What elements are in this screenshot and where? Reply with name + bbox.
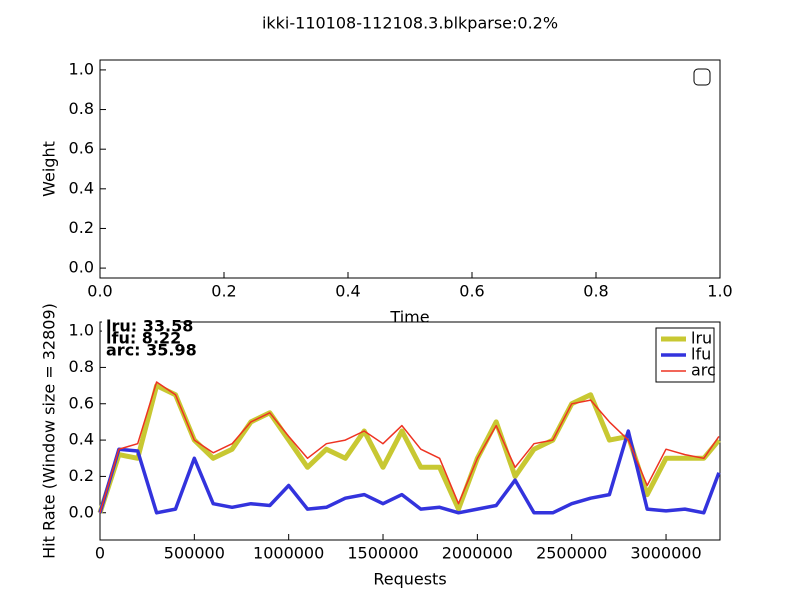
x-tick-label: 3000000: [630, 544, 701, 563]
y-axis-label: Weight: [40, 141, 59, 197]
annotation: lfu: 8.22: [106, 329, 181, 348]
chart-title: ikki-110108-112108.3.blkparse:0.2%: [262, 14, 558, 33]
plot-frame: [99, 321, 721, 541]
x-tick-label: 0.0: [87, 282, 112, 301]
legend-label: arc: [691, 361, 716, 380]
legend-box: [693, 68, 711, 86]
y-tick-label: 0.4: [69, 430, 94, 449]
y-tick-label: 0.4: [69, 178, 94, 197]
y-tick-label: 0.8: [69, 99, 94, 118]
y-tick-label: 0.0: [69, 502, 94, 521]
y-tick-label: 0.2: [69, 218, 94, 237]
x-tick-label: 0.6: [459, 282, 484, 301]
legend-label: lru: [691, 329, 712, 348]
x-tick-label: 1000000: [253, 544, 324, 563]
y-tick-label: 1.0: [69, 59, 94, 78]
x-tick-label: 2500000: [536, 544, 607, 563]
y-tick-label: 0.2: [69, 466, 94, 485]
x-tick-label: 500000: [164, 544, 225, 563]
x-axis-label: Requests: [373, 570, 446, 589]
series-line: [99, 381, 720, 514]
annotation-box: [102, 320, 180, 358]
y-tick-label: 1.0: [69, 321, 94, 340]
annotation: arc: 35.98: [106, 341, 197, 360]
plot-frame: [99, 59, 721, 279]
legend-label: lfu: [691, 345, 711, 364]
x-tick-label: 0: [95, 544, 105, 563]
annotation: lru: 33.58: [106, 317, 193, 336]
y-axis-label: Hit Rate (Window size = 32809): [40, 303, 59, 559]
y-tick-label: 0.6: [69, 393, 94, 412]
x-tick-label: 0.4: [335, 282, 360, 301]
y-tick-label: 0.8: [69, 357, 94, 376]
x-tick-label: 2000000: [442, 544, 513, 563]
series-line: [98, 429, 721, 515]
series-line: [97, 383, 721, 514]
y-tick-label: 0.6: [69, 139, 94, 158]
x-tick-label: 0.2: [211, 282, 236, 301]
x-tick-label: 0.8: [583, 282, 608, 301]
x-tick-label: 1.0: [707, 282, 732, 301]
x-axis-label: Time: [389, 308, 429, 327]
x-tick-label: 1500000: [347, 544, 418, 563]
y-tick-label: 0.0: [69, 258, 94, 277]
